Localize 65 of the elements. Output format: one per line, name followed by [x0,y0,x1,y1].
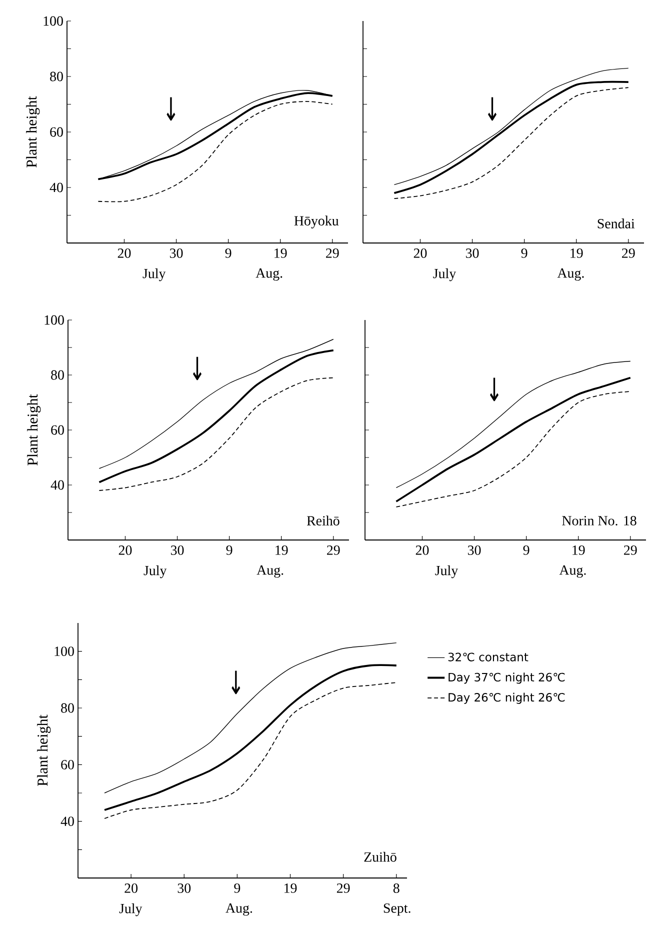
annotation: ↓ [192,356,202,380]
annotation: ↓ [232,670,240,694]
annotation: ↓ [488,97,497,121]
y-axis-title: Plant height [37,714,51,786]
text: Aug. [557,268,584,281]
text: Zuihō [364,852,396,862]
y-tick-label: 40 [50,182,63,192]
x-tick-label: 30 [170,546,184,555]
x-tick-label: 8 [393,884,400,893]
legend-label: Day 37℃ night 26℃ [448,672,565,684]
x-tick-label: 29 [624,546,637,555]
text: Sept. [384,903,410,916]
y-tick-label: 40 [50,480,64,490]
x-tick-label: 9 [226,546,232,555]
text: Aug. [226,903,252,916]
x-tick-label: 9 [234,884,240,893]
y-axis-title: Plant height [27,394,41,466]
x-tick-label: 9 [523,546,530,555]
text: Aug. [559,565,586,578]
y-tick-label: 100 [44,16,63,26]
text: July [142,268,166,282]
x-tick-label: 30 [178,884,191,893]
annotation: ↓ [166,97,176,121]
y-tick-label: 60 [50,127,63,137]
x-tick-label: 20 [118,248,131,258]
y-tick-label: 40 [60,816,74,826]
y-axis-title: Plant height [26,96,40,168]
x-tick-label: 19 [274,248,287,258]
text: July [433,268,456,282]
text: Aug. [256,565,284,578]
text: July [435,565,458,578]
text: Norin No. 18 [562,516,636,526]
x-tick-label: 20 [124,884,138,893]
x-tick-label: 9 [225,248,232,258]
text: Hōyoku [294,216,339,228]
x-tick-label: 19 [276,546,288,555]
legend-label: Day 26℃ night 26℃ [448,692,565,704]
x-tick-label: 20 [416,546,429,555]
text: July [144,565,167,578]
x-tick-label: 20 [414,248,427,258]
x-tick-label: 20 [118,546,132,555]
text: Sendai [598,218,635,228]
x-tick-label: 30 [466,248,479,258]
x-tick-label: 29 [326,248,339,258]
legend-label: 32℃ constant [448,652,528,662]
y-tick-label: 60 [61,760,74,770]
x-tick-label: 19 [570,248,583,258]
x-tick-label: 9 [521,248,528,258]
text: Reihō [306,516,340,526]
y-tick-label: 60 [51,425,64,435]
text: Aug. [256,268,282,281]
x-tick-label: 19 [284,884,297,893]
y-tick-label: 100 [44,315,64,325]
x-tick-label: 29 [336,884,350,893]
x-tick-label: 30 [170,248,183,258]
x-tick-label: 30 [468,546,481,555]
x-tick-label: 29 [622,248,635,258]
text: July [119,903,142,916]
y-tick-label: 80 [61,703,74,713]
x-tick-label: 19 [572,546,585,555]
y-tick-label: 100 [54,646,74,656]
y-tick-label: 80 [51,370,64,380]
y-tick-label: 80 [50,72,63,82]
annotation: ↓ [490,378,499,402]
x-tick-label: 29 [327,546,340,555]
